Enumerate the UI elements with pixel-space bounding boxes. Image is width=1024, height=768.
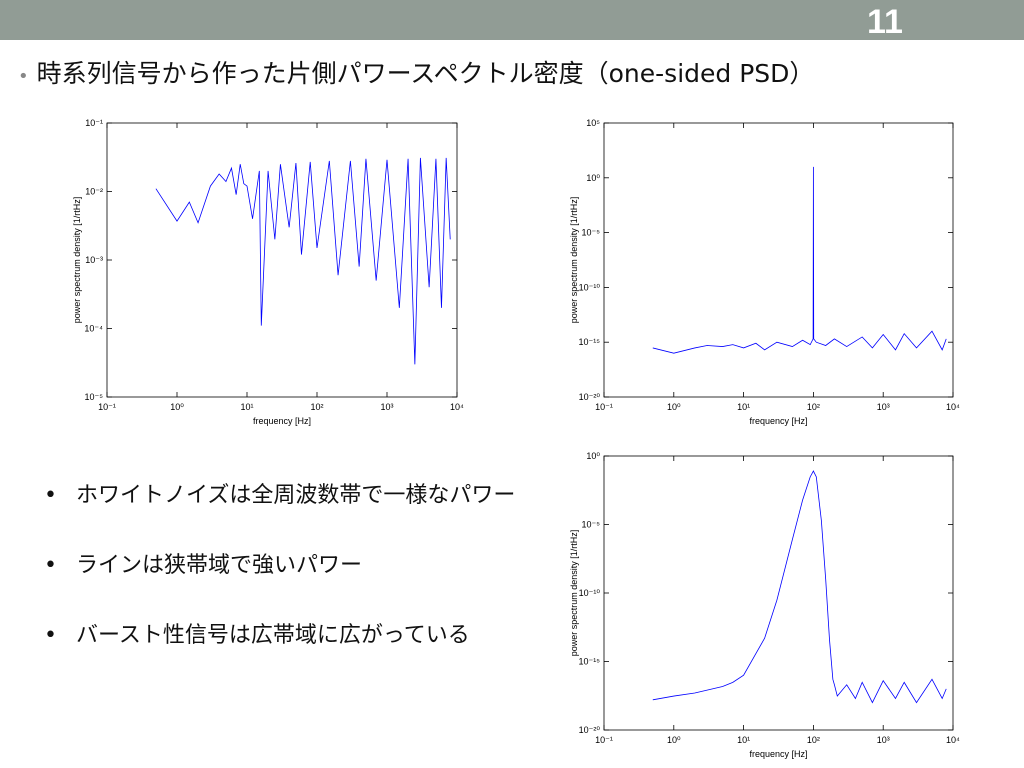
x-tick-label: 10⁻¹ <box>595 735 613 745</box>
x-tick-label: 10² <box>310 402 323 412</box>
y-tick-label: 10⁻¹⁵ <box>579 657 601 667</box>
x-tick-label: 10³ <box>380 402 393 412</box>
page-number: 11 <box>867 3 903 41</box>
x-tick-label: 10⁰ <box>170 402 184 412</box>
y-tick-label: 10⁻¹⁵ <box>579 337 601 347</box>
y-tick-label: 10⁻¹⁰ <box>579 588 601 598</box>
y-tick-label: 10⁻⁵ <box>582 520 601 530</box>
y-tick-label: 10⁻⁵ <box>582 228 601 238</box>
y-tick-label: 10⁻² <box>85 187 103 197</box>
x-tick-label: 10¹ <box>737 402 750 412</box>
psd-line <box>652 166 947 354</box>
x-tick-label: 10⁻¹ <box>98 402 116 412</box>
y-tick-label: 10⁻¹⁰ <box>579 282 601 292</box>
y-tick-label: 10⁵ <box>586 118 600 128</box>
header-bar <box>0 0 1024 40</box>
x-tick-label: 10¹ <box>737 735 750 745</box>
bullet: バースト性信号は広帯域に広がっている <box>40 620 520 652</box>
x-axis-label: frequency [Hz] <box>749 749 807 759</box>
y-tick-label: 10⁻²⁰ <box>579 725 601 735</box>
plot-frame <box>106 122 458 398</box>
y-tick-label: 10⁻⁵ <box>85 392 104 402</box>
psd-line <box>155 157 451 365</box>
x-tick-label: 10² <box>807 735 820 745</box>
y-tick-label: 10⁰ <box>586 451 600 461</box>
y-axis-label: power spectrum density [1/rtHz] <box>569 530 579 657</box>
x-tick-label: 10⁴ <box>450 402 464 412</box>
slide-title: 時系列信号から作った片側パワースペクトル密度（one-sided PSD） <box>18 54 815 90</box>
bullet: ホワイトノイズは全周波数帯で一様なパワー <box>40 480 520 512</box>
x-tick-label: 10¹ <box>240 402 253 412</box>
x-tick-label: 10⁻¹ <box>595 402 613 412</box>
x-tick-label: 10² <box>807 402 820 412</box>
y-tick-label: 10⁻²⁰ <box>579 392 601 402</box>
psd-line <box>652 470 947 704</box>
x-tick-label: 10⁴ <box>946 402 960 412</box>
y-tick-label: 10⁻¹ <box>85 118 103 128</box>
bullet: ラインは狭帯域で強いパワー <box>40 550 520 582</box>
x-tick-label: 10⁰ <box>667 735 681 745</box>
x-axis-label: frequency [Hz] <box>253 416 311 426</box>
bullet-list: ホワイトノイズは全周波数帯で一様なパワー ラインは狭帯域で強いパワー バースト性… <box>40 480 520 690</box>
x-tick-label: 10⁴ <box>946 735 960 745</box>
x-tick-label: 10³ <box>877 402 890 412</box>
y-tick-label: 10⁰ <box>586 173 600 183</box>
x-axis-label: frequency [Hz] <box>749 416 807 426</box>
y-axis-label: power spectrum density [1/rtHz] <box>569 197 579 324</box>
y-tick-label: 10⁻³ <box>85 255 103 265</box>
x-tick-label: 10⁰ <box>667 402 681 412</box>
x-tick-label: 10³ <box>877 735 890 745</box>
y-tick-label: 10⁻⁴ <box>84 324 103 334</box>
y-axis-label: power spectrum density [1/rtHz] <box>72 197 82 324</box>
plot-frame <box>603 122 954 398</box>
